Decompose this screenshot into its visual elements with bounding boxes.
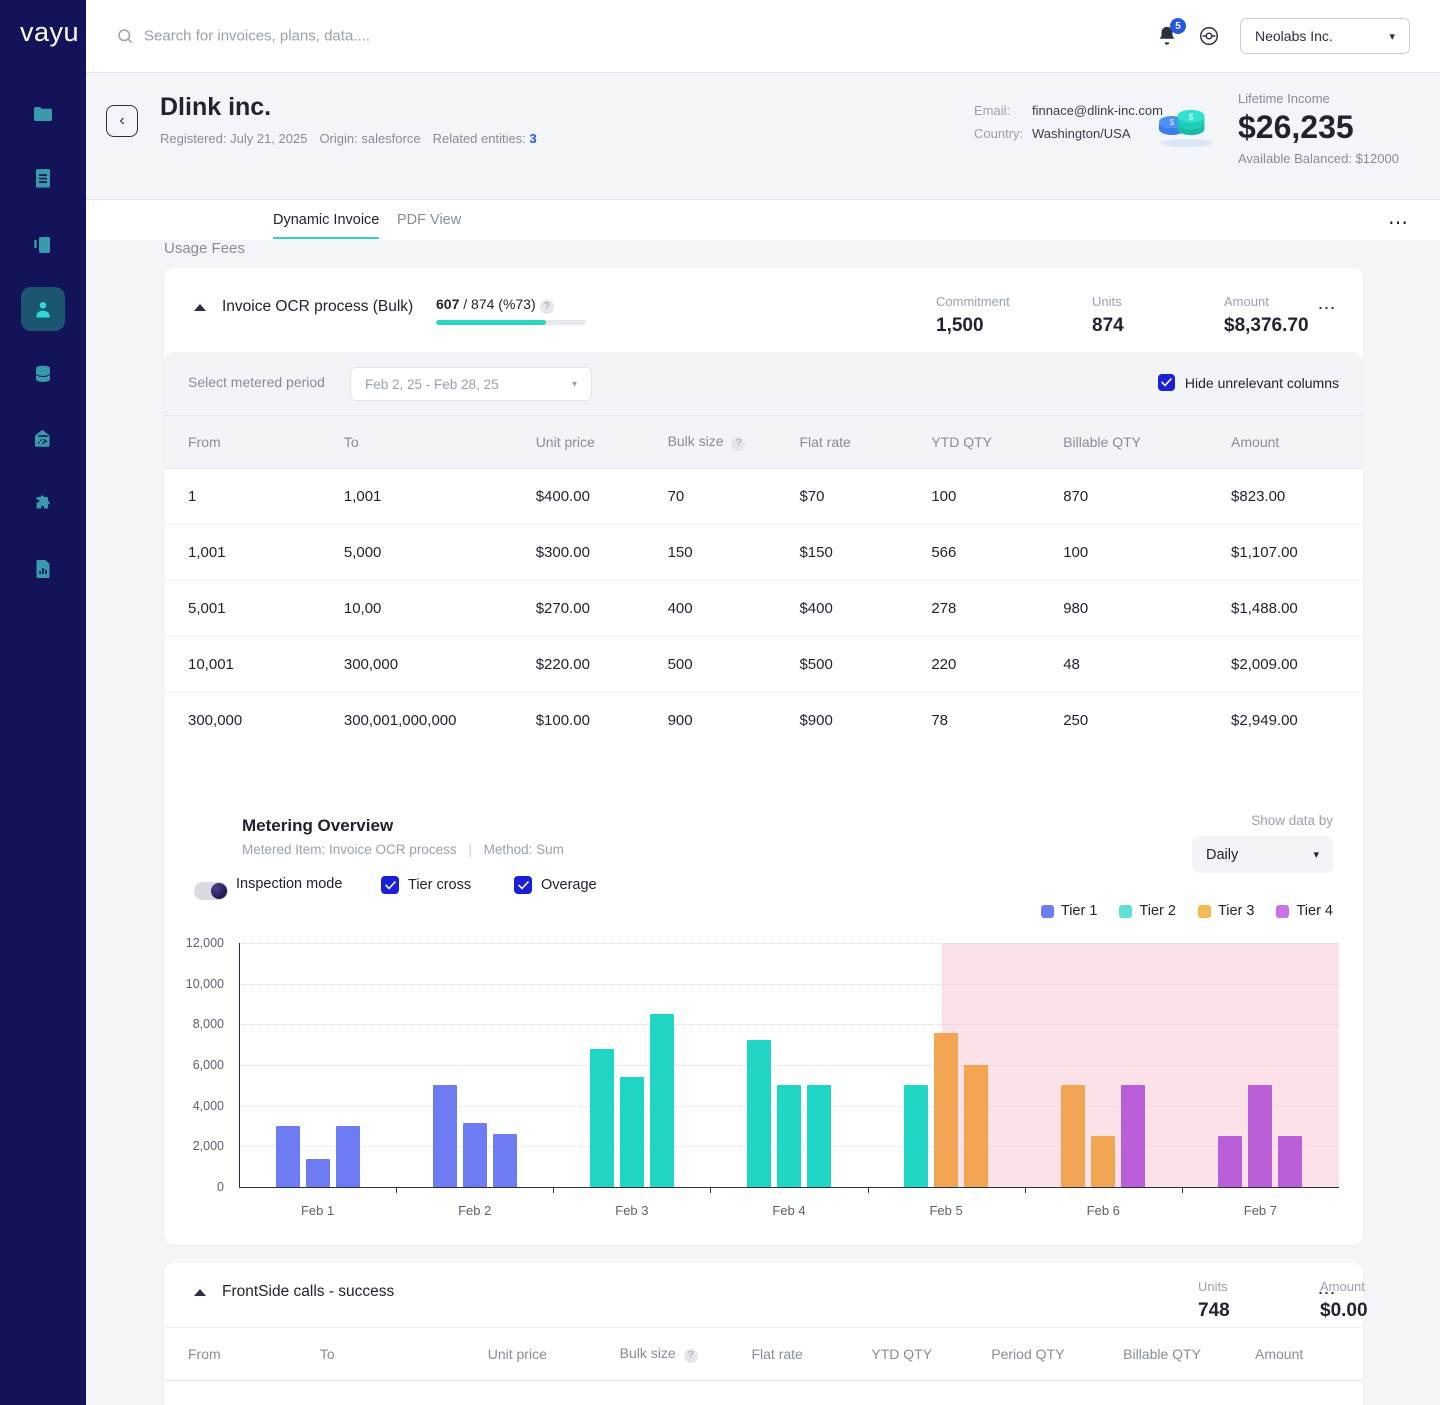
svg-text:$: $ (1170, 117, 1175, 127)
svg-text:$: $ (1189, 112, 1194, 122)
